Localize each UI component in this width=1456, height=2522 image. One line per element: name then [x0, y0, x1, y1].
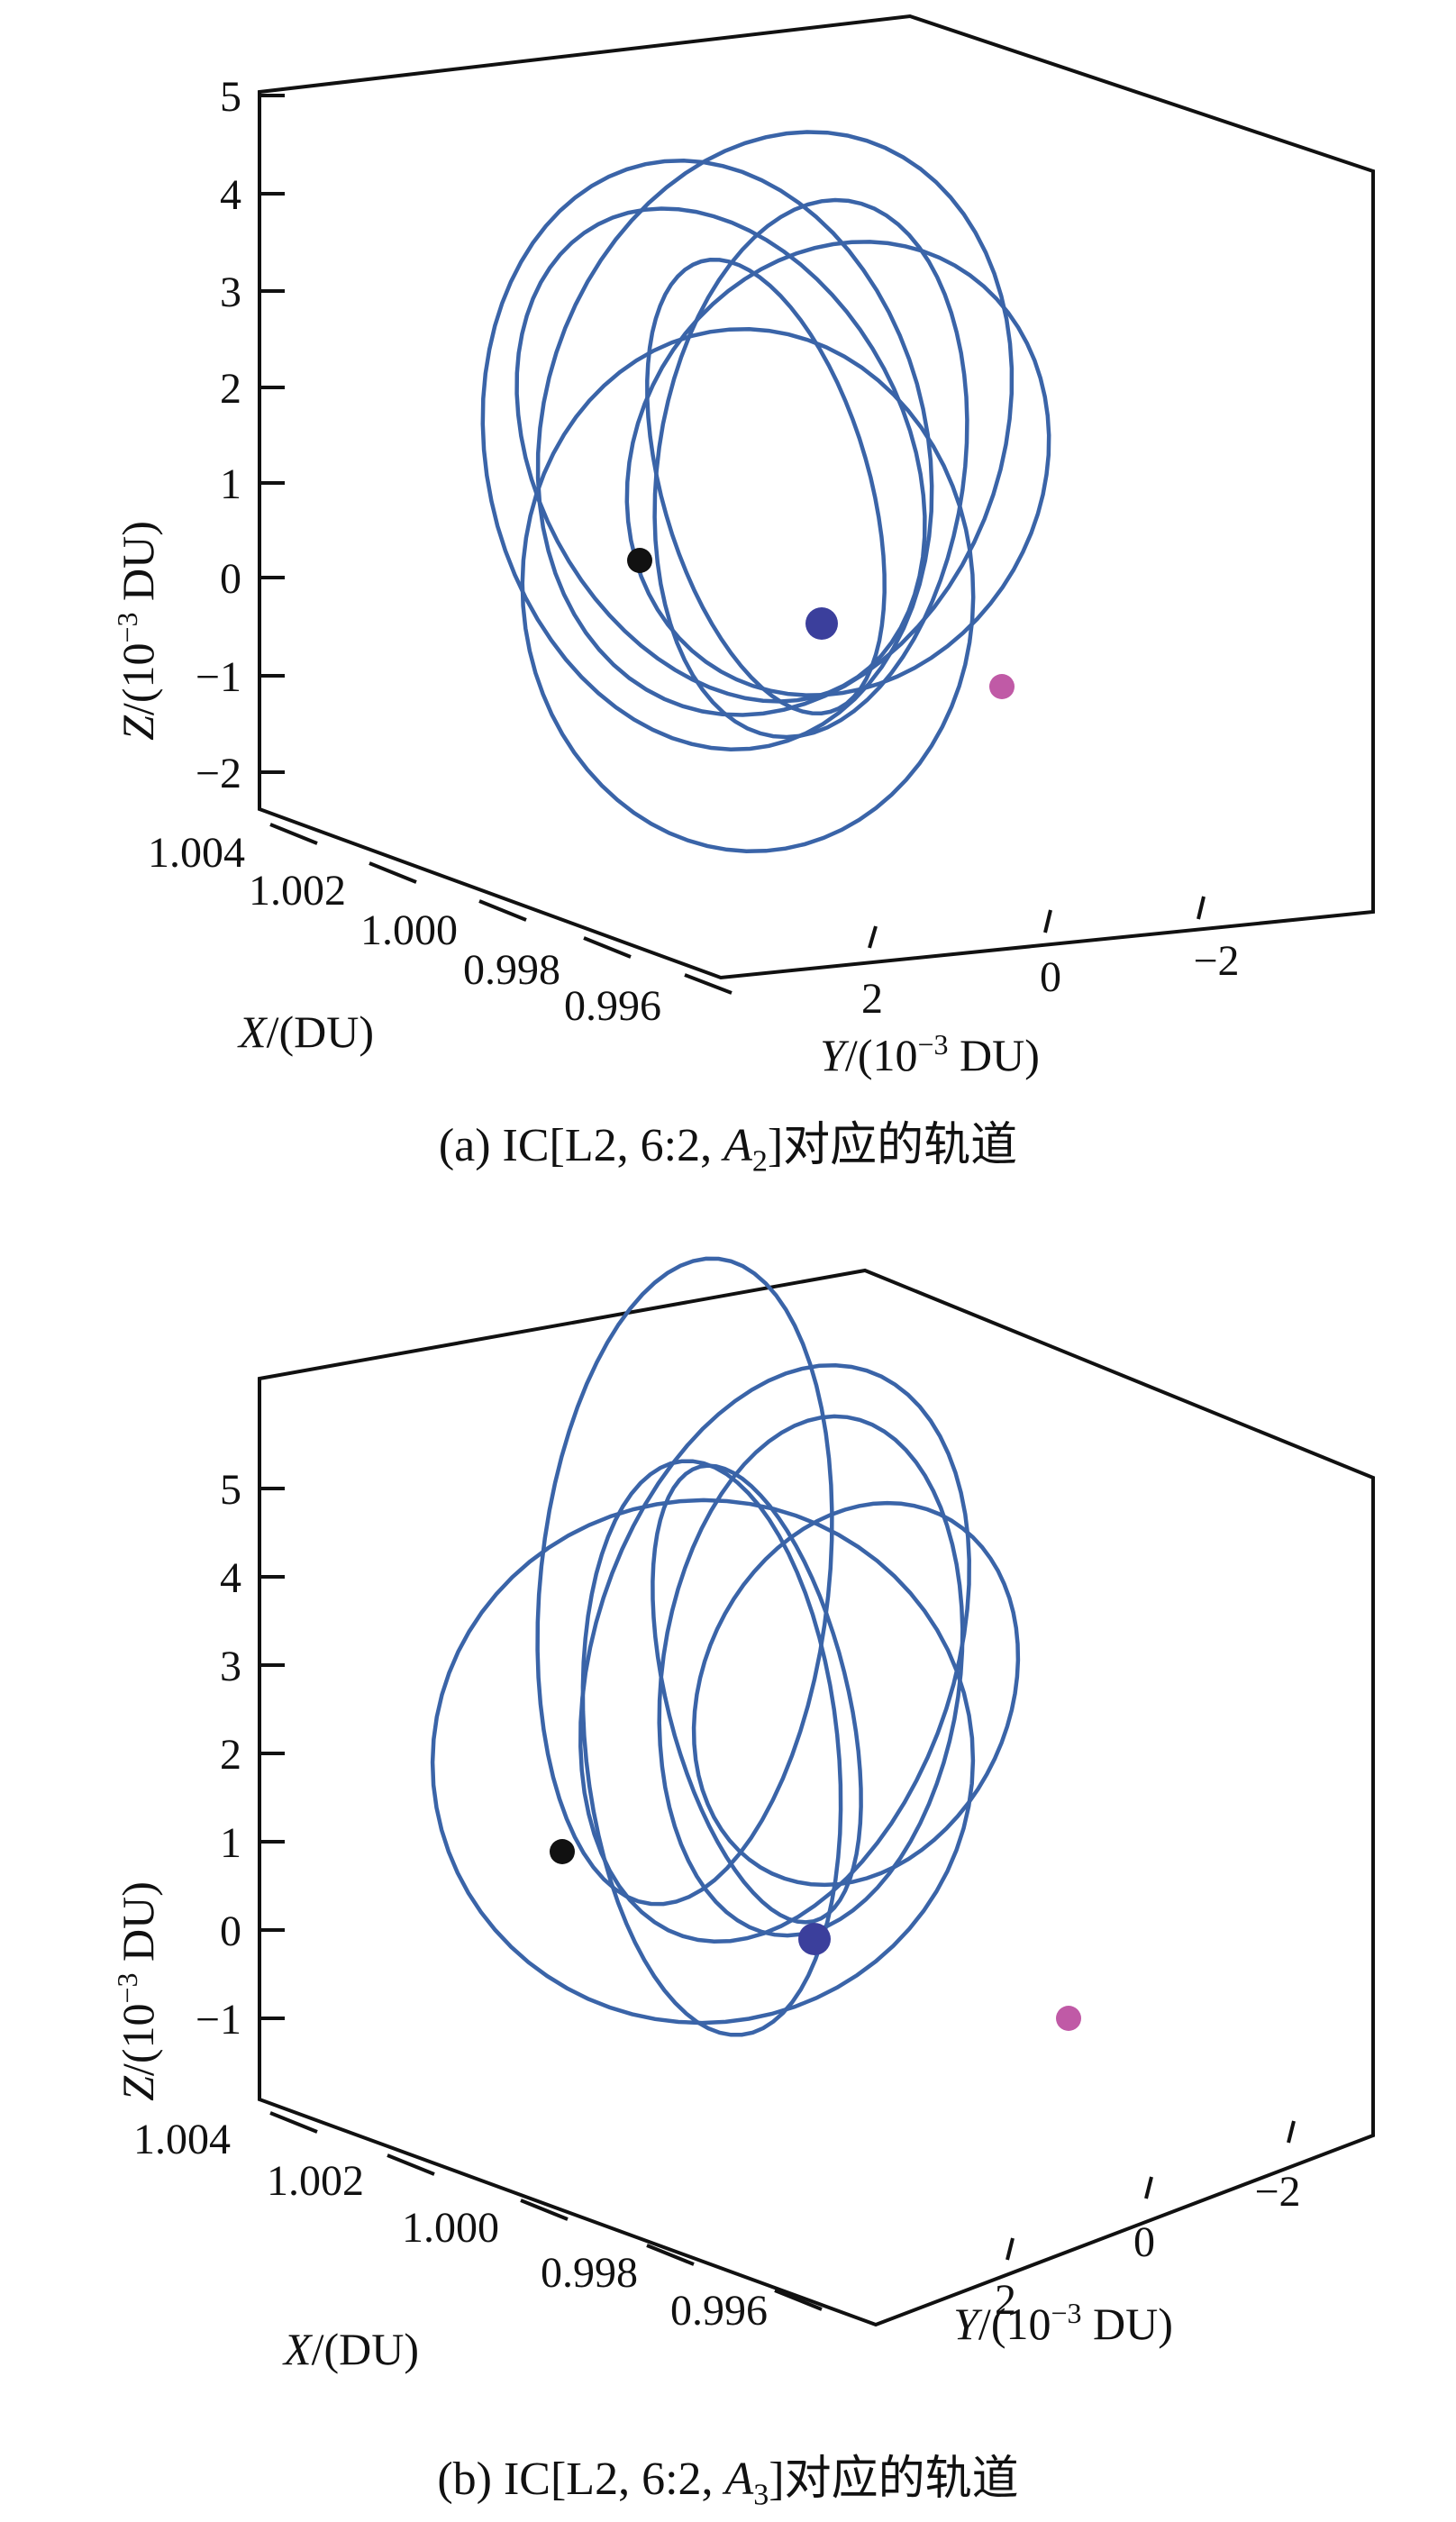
x-tick-label-b: 1.004: [133, 2116, 231, 2163]
x-tick-label-a: 0.998: [463, 946, 560, 994]
z-tick-label-a: −1: [196, 653, 241, 701]
x-tick-mark-b: [520, 2199, 569, 2221]
axis-frame-a-0: [258, 14, 1375, 980]
z-tick-label-a: 0: [220, 555, 241, 603]
x-axis-label-b: X/(DU): [282, 2324, 419, 2374]
x-tick-label-a: 1.000: [360, 906, 458, 954]
y-axis-label-b: Y/(10−3 DU): [953, 2297, 1173, 2349]
z-axis-label-b: Z/(10−3 DU): [111, 1881, 163, 2101]
orbit-loop-a: [480, 159, 934, 751]
x-tick-mark-a: [478, 899, 527, 922]
x-tick-mark-b: [646, 2244, 695, 2266]
x-tick-mark-a: [269, 823, 318, 845]
x-tick-label-b: 1.002: [267, 2157, 364, 2205]
x-tick-label-b: 0.998: [541, 2249, 638, 2297]
y-tick-label-b: 2: [995, 2276, 1016, 2324]
z-tick-label-b: 2: [220, 1731, 241, 1779]
orbit-loop-b: [691, 1500, 1021, 1888]
orbit-loop-a: [652, 197, 969, 740]
panel-b: 5 4 3 2 1 0 −1 1.004 1.002 1.000 0.998 0.996 2 0 −2 Z/(…: [0, 1243, 1456, 2522]
z-tick-label-b: 4: [220, 1554, 241, 1602]
z-tick-label-a: 3: [220, 269, 241, 316]
x-tick-mark-a: [684, 973, 733, 995]
y-axis-label-a: Y/(10−3 DU): [820, 1028, 1040, 1080]
z-tick-label-a: 5: [220, 73, 241, 121]
orbit-loop-a: [520, 327, 976, 853]
z-tick-label-b: 0: [220, 1907, 241, 1955]
y-tick-label-a: 2: [861, 975, 883, 1023]
marker-start-b: [550, 1839, 575, 1864]
orbit-loop-b: [580, 1459, 843, 2037]
z-tick-label-b: 3: [220, 1643, 241, 1690]
caption-b-sub: 3: [753, 2478, 769, 2512]
caption-b-var: A: [724, 2454, 754, 2505]
orbit-loop-b: [651, 1463, 863, 1925]
orbit-loop-b: [535, 1256, 834, 1907]
z-tick-label-a: 4: [220, 171, 241, 219]
y-tick-mark-b: [1006, 2237, 1015, 2261]
caption-a-prefix: (a) IC[L2, 6:2,: [438, 1120, 724, 1171]
y-tick-label-b: −2: [1254, 2168, 1300, 2216]
marker-center-a: [805, 607, 838, 640]
y-tick-label-b: 0: [1133, 2218, 1155, 2266]
marker-offset-b: [1056, 2006, 1081, 2031]
orbit-loop-b: [578, 1362, 971, 1944]
x-tick-label-a: 1.004: [148, 829, 245, 877]
z-tick-label-b: −1: [196, 1996, 241, 2044]
y-tick-label-a: 0: [1040, 953, 1061, 1001]
caption-b-suffix: ]对应的轨道: [769, 2454, 1019, 2505]
x-tick-label-b: 0.996: [670, 2287, 768, 2335]
orbit-loop-a: [645, 258, 887, 715]
x-tick-label-a: 1.002: [249, 867, 346, 915]
x-tick-mark-b: [387, 2153, 435, 2176]
caption-b-prefix: (b) IC[L2, 6:2,: [437, 2454, 725, 2505]
orbit-loop-a: [624, 240, 1051, 697]
y-tick-mark-a: [1197, 896, 1206, 920]
caption-a-sub: 2: [751, 1144, 768, 1179]
orbit-loop-a: [535, 130, 1015, 717]
z-tick-label-b: 5: [220, 1466, 241, 1514]
x-tick-mark-b: [774, 2289, 823, 2311]
z-tick-label-a: −2: [196, 750, 241, 797]
z-axis-label-a: Z/(10−3 DU): [111, 521, 163, 741]
y-tick-mark-b: [1144, 2176, 1153, 2199]
y-tick-mark-a: [1043, 909, 1052, 933]
caption-b: (b) IC[L2, 6:2, A3]对应的轨道: [0, 2440, 1456, 2512]
orbit-loop-b: [430, 1498, 976, 2026]
caption-a-var: A: [723, 1120, 752, 1171]
orbit-loop-b: [657, 1414, 965, 1938]
x-tick-mark-b: [269, 2111, 318, 2134]
marker-center-b: [798, 1923, 831, 1955]
y-tick-mark-a: [868, 925, 878, 949]
axis-frame-b-0: [258, 1268, 1375, 2327]
x-tick-label-b: 1.000: [402, 2204, 499, 2252]
orbit-plot-b: 5 4 3 2 1 0 −1 1.004 1.002 1.000 0.998 0.996 2 0 −2 Z/(…: [111, 1256, 1375, 2374]
orbit-loop-a: [514, 206, 927, 704]
x-axis-label-a: X/(DU): [237, 1006, 374, 1057]
x-tick-label-a: 0.996: [564, 982, 661, 1030]
caption-a-suffix: ]对应的轨道: [767, 1120, 1018, 1171]
marker-offset-a: [989, 674, 1015, 699]
marker-start-a: [627, 548, 652, 573]
x-tick-mark-a: [369, 861, 417, 884]
y-tick-label-a: −2: [1193, 937, 1239, 985]
z-tick-label-a: 1: [220, 460, 241, 508]
z-tick-label-a: 2: [220, 365, 241, 413]
x-tick-mark-a: [583, 936, 632, 959]
z-tick-label-b: 1: [220, 1819, 241, 1867]
panel-a: 5 4 3 2 1 0 −1 −2 1.004 1.002 1.000 0.998 0.996 2 0 −2 Z…: [0, 0, 1456, 1243]
caption-a: (a) IC[L2, 6:2, A2]对应的轨道: [0, 1106, 1456, 1179]
y-tick-mark-b: [1287, 2120, 1296, 2144]
